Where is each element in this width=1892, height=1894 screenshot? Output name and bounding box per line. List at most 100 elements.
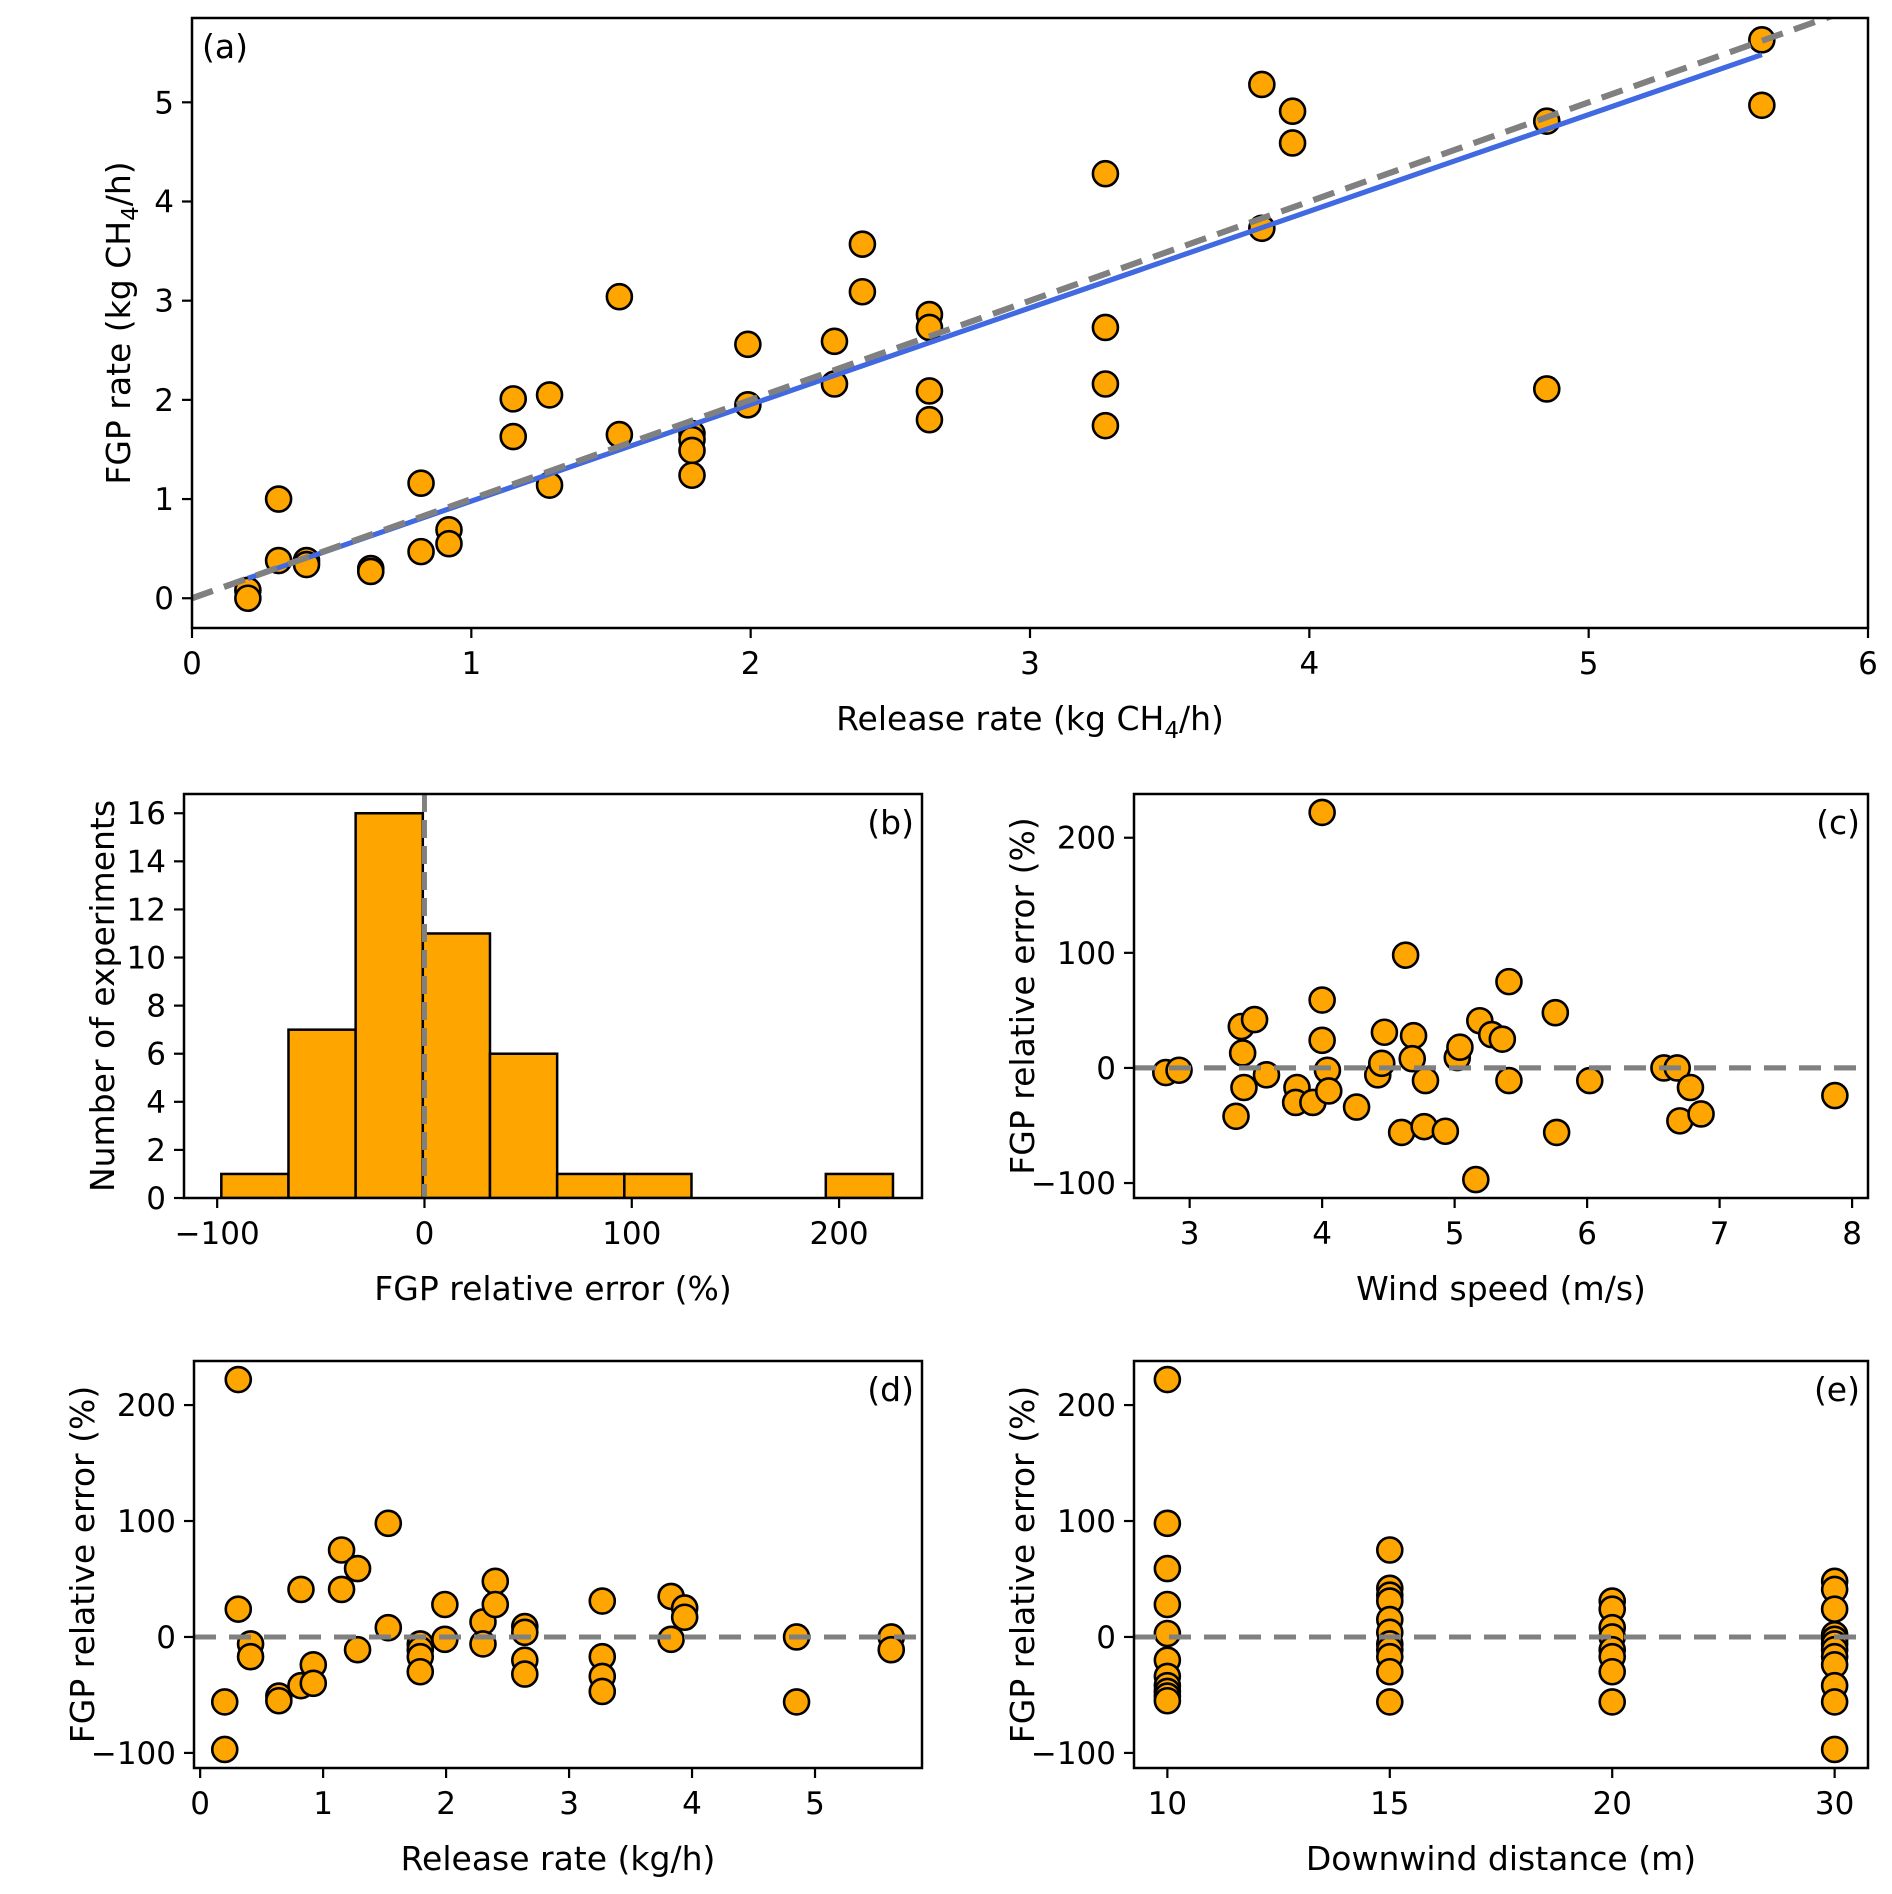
data-point — [1308, 1026, 1336, 1055]
data-point — [510, 1660, 539, 1688]
axes-frame — [192, 1359, 924, 1770]
data-point — [1488, 1025, 1517, 1053]
data-point — [1091, 159, 1120, 188]
data-point — [1278, 129, 1307, 157]
x-tick-label: 8 — [1842, 1216, 1862, 1252]
data-point — [1541, 998, 1570, 1027]
data-point — [327, 1575, 356, 1604]
panel-d: 0 1 2 3 4 5 −100 0 100 200 Release rate (kg/h) FGP … — [63, 1359, 924, 1878]
data-point — [1314, 1077, 1343, 1105]
scatter-points-c — [1151, 798, 1849, 1194]
data-point — [1387, 1118, 1416, 1147]
data-point — [1391, 941, 1420, 969]
data-point — [343, 1635, 372, 1664]
data-point — [1399, 1021, 1428, 1050]
data-point — [499, 422, 528, 451]
histogram-bar — [354, 811, 425, 1198]
data-point — [1228, 1039, 1257, 1067]
x-tick-label: 3 — [1180, 1216, 1200, 1252]
axes-frame — [1132, 1359, 1870, 1770]
data-point — [1495, 1066, 1523, 1095]
data-point — [734, 330, 762, 359]
data-point — [1532, 375, 1561, 403]
data-point — [678, 461, 706, 490]
y-tick-label: 0 — [156, 1620, 176, 1656]
panel-label-d: (d) — [867, 1370, 914, 1409]
data-point — [431, 1590, 459, 1619]
data-point — [588, 1677, 617, 1706]
histogram-bar — [287, 1028, 357, 1198]
data-point — [1375, 1657, 1404, 1686]
x-axis-label: FGP relative error (%) — [374, 1269, 731, 1308]
x-tick-label: −100 — [175, 1216, 260, 1252]
y-tick-label: 3 — [154, 284, 174, 320]
y-tick-label: 200 — [1057, 1388, 1116, 1424]
data-point — [343, 1554, 372, 1583]
data-point — [1820, 1595, 1849, 1623]
data-point — [234, 584, 262, 613]
x-tick-label: 10 — [1148, 1786, 1187, 1822]
data-point — [1278, 97, 1307, 126]
x-axis-label: Release rate (kg CH4/h) — [836, 699, 1224, 744]
x-tick-label: 0 — [190, 1786, 210, 1822]
y-tick-label: 1 — [154, 482, 174, 518]
data-point — [327, 1536, 356, 1564]
data-point — [1153, 1590, 1182, 1619]
axes-frame — [1132, 792, 1870, 1200]
y-tick-label: 0 — [1096, 1051, 1116, 1087]
histogram-bar — [824, 1172, 895, 1198]
y-tick-label: 0 — [146, 1181, 166, 1217]
x-tick-label: 1 — [461, 646, 481, 682]
x-tick-label: 0 — [182, 646, 202, 682]
data-point — [481, 1590, 510, 1619]
y-tick-label: −100 — [1031, 1736, 1116, 1772]
y-tick-label: 2 — [154, 383, 174, 419]
data-point — [1153, 1365, 1182, 1394]
x-axis-label-subscript: 4 — [1164, 718, 1179, 744]
data-point — [1462, 1165, 1490, 1194]
data-point — [1446, 1033, 1474, 1062]
data-point — [1820, 1688, 1849, 1716]
data-point — [1687, 1100, 1715, 1128]
data-point — [1676, 1073, 1705, 1102]
data-point — [1153, 1686, 1182, 1715]
data-point — [435, 529, 463, 558]
x-tick-label: 0 — [415, 1216, 435, 1252]
data-point — [588, 1587, 617, 1615]
data-point — [1542, 1118, 1571, 1147]
x-tick-label: 4 — [1299, 646, 1319, 682]
y-tick-label: 4 — [146, 1085, 166, 1121]
y-axis-label: FGP relative error (%) — [1003, 817, 1042, 1174]
data-point — [1575, 1066, 1604, 1095]
panel-label-c: (c) — [1816, 803, 1860, 842]
x-axis-label: Release rate (kg/h) — [401, 1839, 716, 1878]
x-tick-label: 5 — [805, 1786, 825, 1822]
histogram-bar — [555, 1172, 626, 1198]
data-point — [374, 1509, 403, 1538]
x-tick-label: 200 — [809, 1216, 868, 1252]
data-point — [1821, 1081, 1849, 1110]
data-point — [210, 1735, 239, 1764]
data-point — [1342, 1093, 1371, 1121]
histogram-bar — [421, 932, 492, 1198]
data-point — [877, 1635, 906, 1664]
x-tick-label: 4 — [682, 1786, 702, 1822]
plot-area-c — [1134, 798, 1868, 1194]
y-tick-label: 6 — [146, 1037, 166, 1073]
x-tick-label: 7 — [1710, 1216, 1730, 1252]
y-tick-label: 10 — [127, 941, 166, 977]
data-point — [1240, 1005, 1269, 1034]
y-tick-label: 0 — [154, 581, 174, 617]
y-tick-label: −100 — [1031, 1166, 1116, 1202]
data-point — [820, 327, 849, 356]
data-point — [236, 1642, 265, 1671]
y-tick-label: 12 — [127, 892, 166, 928]
data-point — [1411, 1066, 1440, 1095]
data-point — [1375, 1536, 1404, 1564]
y-tick-label: 8 — [146, 989, 166, 1025]
data-point — [678, 436, 706, 465]
data-point — [224, 1595, 253, 1623]
